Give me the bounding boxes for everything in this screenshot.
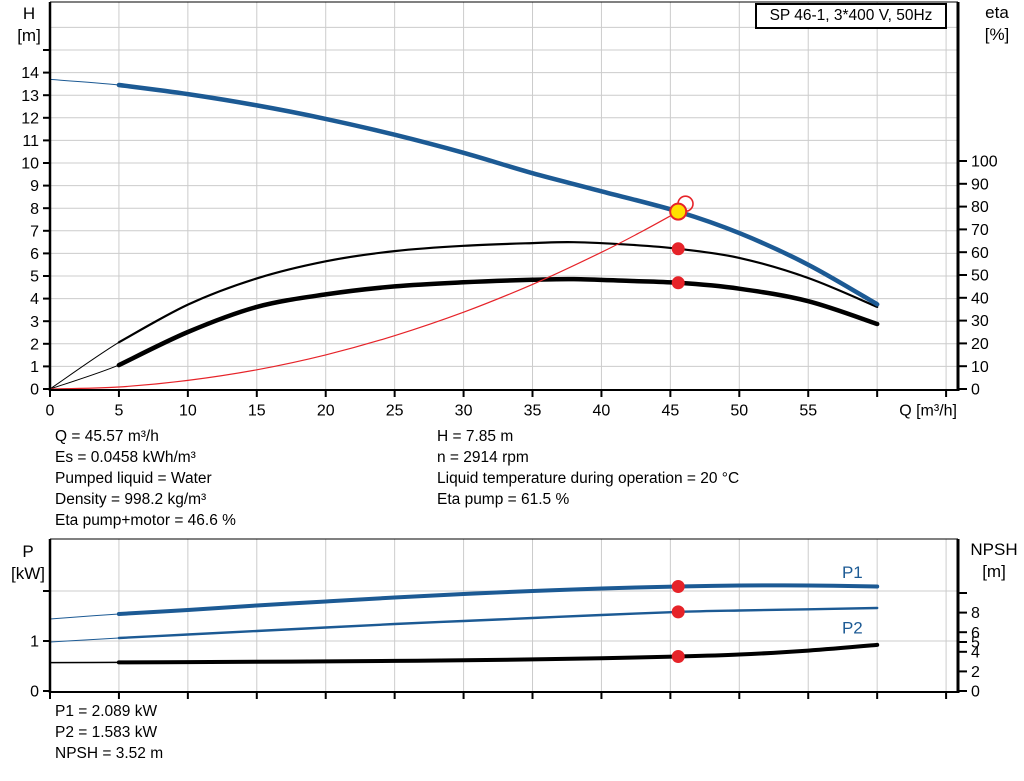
power-info: P1 = 2.089 kW P2 = 1.583 kW NPSH = 3.52 … — [55, 701, 163, 764]
q-tick-label: 50 — [730, 403, 748, 420]
h-tick-label: 12 — [21, 110, 39, 127]
p-tick-label: 0 — [30, 684, 39, 701]
h-tick-label: 11 — [22, 133, 39, 150]
eta-pump-point — [671, 242, 685, 256]
h-tick-label: 4 — [30, 291, 39, 308]
p-axis-label: P [kW] — [8, 541, 48, 585]
npsh-tick-label: 6 — [971, 625, 980, 642]
info-q: Q = 45.57 m³/h — [55, 428, 159, 445]
q-tick-label: 55 — [799, 403, 817, 420]
power-npsh-chart: P2 P1 0 1 0 2 456 8 — [30, 538, 980, 701]
eta-tick-label: 10 — [971, 359, 989, 376]
info-pumped-liquid: Pumped liquid = Water — [55, 470, 212, 487]
q-tick-label: 15 — [248, 403, 266, 420]
h-tick-label: 10 — [21, 156, 39, 173]
info-eta-pump: Eta pump = 61.5 % — [437, 491, 570, 508]
npsh-tick-label: 0 — [971, 684, 980, 701]
p1-curve — [116, 583, 880, 616]
eta-tick-label: 50 — [971, 268, 989, 285]
p1-curve-label: P1 — [842, 563, 863, 582]
info-p1: P1 = 2.089 kW — [55, 703, 158, 720]
p-axis-label-line2: [kW] — [11, 564, 45, 583]
head-curve — [116, 82, 880, 307]
head-efficiency-chart: 0123456789101112131401020304050607080901… — [21, 1, 998, 420]
info-density: Density = 998.2 kg/m³ — [55, 491, 207, 508]
info-npsh: NPSH = 3.52 m — [55, 745, 164, 762]
h-axis-label-line1: H — [22, 4, 36, 23]
h-tick-label: 8 — [30, 201, 39, 218]
h-tick-label: 6 — [30, 246, 39, 263]
pump-title-box: SP 46-1, 3*400 V, 50Hz — [755, 3, 947, 29]
p2-curve-label: P2 — [842, 618, 863, 637]
h-axis-label: H [m] — [10, 3, 48, 47]
eta-tick-label: 80 — [971, 199, 989, 216]
h-axis-label-line2: [m] — [17, 26, 41, 45]
p-tick-label: 1 — [30, 634, 39, 651]
npsh-tick-label: 5 — [971, 635, 980, 652]
eta-tick-label: 30 — [971, 313, 989, 330]
eta-pump-curve — [117, 241, 879, 344]
h-tick-label: 7 — [30, 223, 39, 240]
p1-point — [671, 580, 685, 593]
eta-tick-label: 0 — [971, 382, 980, 399]
duty-point — [669, 202, 688, 221]
eta-tick-label: 20 — [971, 336, 989, 353]
p-axis-label-line1: P — [22, 542, 34, 561]
eta-tick-label: 40 — [971, 290, 989, 307]
eta-tick-label: 70 — [971, 222, 989, 239]
npsh-axis-label-line1: NPSH — [970, 540, 1018, 559]
h-tick-label: 5 — [30, 269, 39, 286]
eta-tick-label: 100 — [971, 154, 998, 171]
npsh-point — [671, 650, 685, 663]
eta-axis-label-line1: eta — [985, 3, 1009, 22]
npsh-axis-label: NPSH [m] — [964, 539, 1024, 583]
npsh-tick-label: 8 — [971, 605, 980, 622]
npsh-curve — [116, 642, 880, 665]
eta-axis-label: eta [%] — [974, 2, 1020, 46]
h-tick-label: 2 — [30, 336, 39, 353]
eta-pump-motor-curve — [116, 276, 880, 368]
q-tick-label: 10 — [179, 403, 197, 420]
eta-pump-motor-point — [671, 276, 685, 290]
q-tick-label: 5 — [114, 403, 123, 420]
npsh-tick-label: 2 — [971, 664, 980, 681]
h-tick-label: 9 — [30, 178, 39, 195]
q-tick-label: 30 — [455, 403, 473, 420]
h-tick-label: 0 — [30, 382, 39, 399]
system-curve — [49, 211, 679, 390]
info-es: Es = 0.0458 kWh/m³ — [55, 449, 196, 466]
q-tick-label: 25 — [386, 403, 404, 420]
q-tick-label: 35 — [524, 403, 542, 420]
h-tick-label: 3 — [30, 314, 39, 331]
info-eta-pump-motor: Eta pump+motor = 46.6 % — [55, 512, 236, 529]
info-liquid-temperature: Liquid temperature during operation = 20… — [437, 470, 740, 487]
duty-info-right: H = 7.85 m n = 2914 rpm Liquid temperatu… — [437, 426, 739, 510]
eta-tick-label: 60 — [971, 245, 989, 262]
eta-tick-label: 90 — [971, 176, 989, 193]
q-tick-label: 45 — [661, 403, 679, 420]
npsh-tick-label: 4 — [971, 644, 980, 661]
info-n: n = 2914 rpm — [437, 449, 529, 466]
q-tick-label: 0 — [46, 403, 55, 420]
info-h: H = 7.85 m — [437, 428, 514, 445]
q-tick-label: 20 — [317, 403, 335, 420]
p2-curve — [117, 606, 879, 640]
npsh-axis-label-line2: [m] — [982, 562, 1006, 581]
duty-info-left: Q = 45.57 m³/h Es = 0.0458 kWh/m³ Pumped… — [55, 426, 236, 531]
x-axis-label: Q [m³/h] — [899, 403, 957, 420]
eta-axis-label-line2: [%] — [984, 25, 1010, 44]
h-tick-label: 14 — [21, 65, 39, 82]
p2-point — [671, 605, 685, 619]
h-tick-label: 13 — [21, 88, 39, 105]
info-p2: P2 = 1.583 kW — [55, 724, 158, 741]
q-tick-label: 40 — [593, 403, 611, 420]
h-tick-label: 1 — [30, 359, 39, 376]
